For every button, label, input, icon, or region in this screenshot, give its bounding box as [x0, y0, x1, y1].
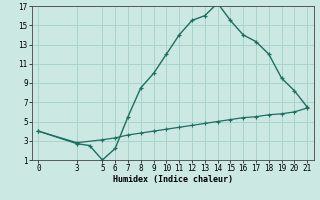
X-axis label: Humidex (Indice chaleur): Humidex (Indice chaleur) — [113, 175, 233, 184]
